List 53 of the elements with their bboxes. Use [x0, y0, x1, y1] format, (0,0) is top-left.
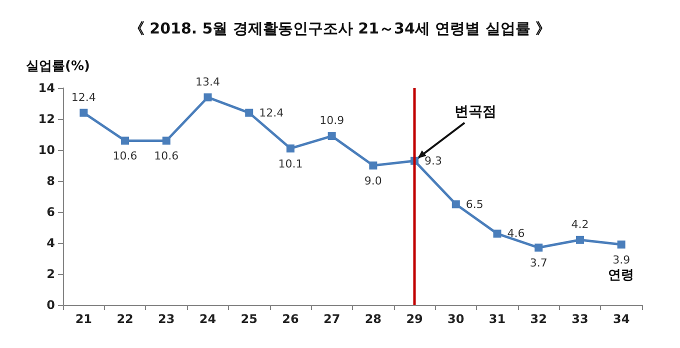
x-tick-label: 27 — [323, 312, 340, 326]
y-tick-label: 6 — [46, 205, 55, 219]
data-label: 9.3 — [424, 154, 442, 168]
point — [162, 136, 170, 145]
data-label: 6.5 — [466, 198, 484, 211]
y-tick-label: 14 — [38, 81, 55, 95]
point — [576, 236, 584, 244]
y-tick-label: 12 — [38, 112, 55, 126]
x-tick-label: 32 — [530, 312, 547, 326]
point — [328, 132, 336, 140]
annotation: 변곡점 — [454, 104, 497, 120]
x-tick-label: 23 — [158, 312, 175, 326]
data-label: 3.9 — [612, 254, 630, 267]
point — [493, 230, 502, 238]
data-label: 10.1 — [278, 157, 303, 170]
point — [617, 240, 626, 249]
point — [204, 93, 212, 102]
point — [286, 144, 294, 152]
data-label: 4.6 — [507, 227, 525, 240]
x-tick-label: 34 — [612, 312, 630, 326]
data-label: 10.6 — [112, 150, 138, 163]
data-label: 4.2 — [571, 218, 589, 231]
y-axis-title: 실업률(%) — [26, 59, 90, 74]
y-tick-label: 10 — [38, 143, 55, 157]
x-tick-label: 28 — [364, 312, 382, 326]
point — [245, 108, 254, 117]
x-axis-title: 연령 — [608, 268, 634, 283]
y-tick-label: 0 — [46, 298, 55, 312]
x-tick-label: 24 — [199, 312, 216, 326]
x-tick-label: 25 — [240, 312, 258, 326]
x-tick-label: 30 — [448, 312, 464, 326]
data-label: 12.4 — [259, 106, 284, 120]
x-tick-label: 26 — [282, 312, 299, 326]
data-label: 3.7 — [530, 256, 548, 270]
y-tick-label: 2 — [46, 267, 55, 281]
data-label: 10.9 — [320, 114, 344, 128]
data-label: 12.4 — [71, 90, 96, 104]
y-tick-label: 4 — [46, 236, 55, 250]
chart-title: 《 2018. 5월 경제활동인구조사 21～34세 연령별 실업률 》 — [129, 20, 551, 38]
x-tick-label: 33 — [572, 312, 588, 326]
x-tick-label: 22 — [116, 312, 134, 326]
data-label: 13.4 — [196, 75, 220, 88]
point — [369, 162, 378, 170]
x-tick-label: 21 — [75, 312, 92, 326]
point — [121, 136, 130, 145]
y-tick-label: 8 — [46, 174, 55, 188]
x-tick-label: 29 — [406, 312, 423, 326]
point — [80, 108, 88, 117]
data-label: 10.6 — [154, 150, 179, 163]
point — [534, 244, 543, 252]
x-tick-label: 31 — [488, 312, 506, 326]
point — [452, 200, 460, 208]
data-label: 9.0 — [364, 174, 382, 188]
